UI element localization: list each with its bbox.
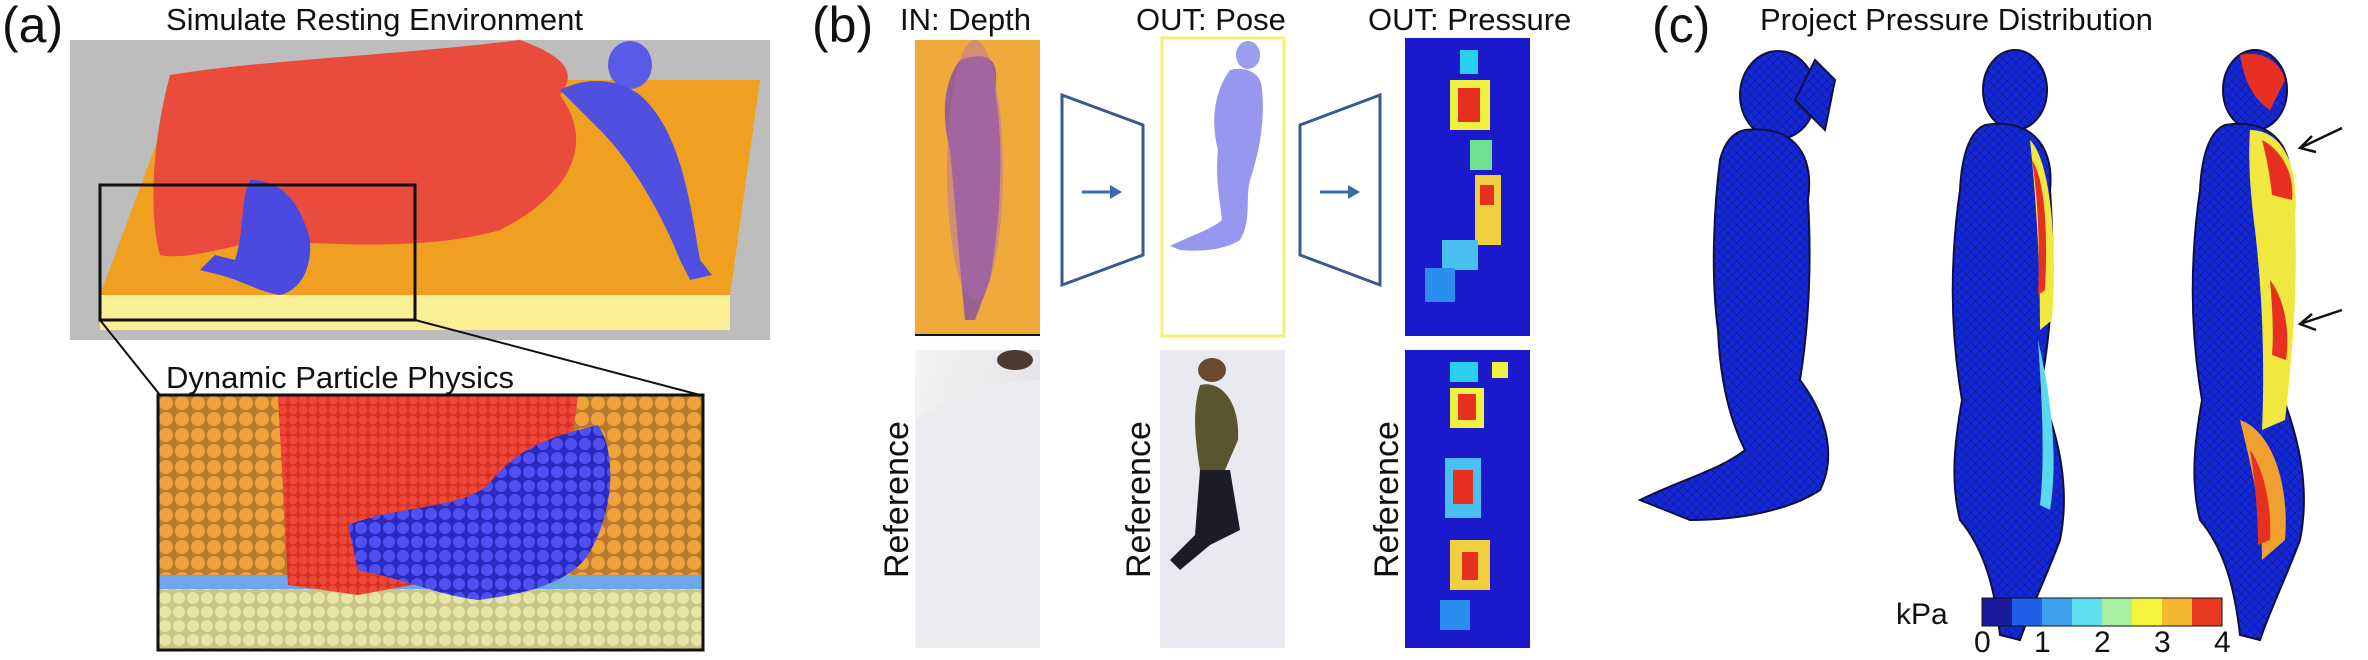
- col-depth-label: IN: Depth: [900, 2, 1031, 37]
- inset-title: Dynamic Particle Physics: [166, 360, 514, 395]
- colorbar-tick-label: 2: [2094, 626, 2111, 659]
- encoder-trapezoid-1: [1060, 92, 1145, 288]
- pressure-hotspots-2: [1440, 362, 1508, 630]
- body-head: [608, 41, 652, 89]
- panel-a-title: Simulate Resting Environment: [166, 2, 583, 37]
- panel-c-title: Project Pressure Distribution: [1760, 2, 2153, 37]
- mesh-body-3: [2191, 49, 2305, 642]
- colorbar-segment: [1982, 598, 2013, 626]
- panel-c-label: (c): [1652, 0, 1711, 53]
- colorbar-segment: [2012, 598, 2043, 626]
- blue-particles: [348, 425, 611, 600]
- pose-body: [1170, 68, 1263, 251]
- col-pressure-label: OUT: Pressure: [1368, 2, 1572, 37]
- pose-head: [1236, 41, 1260, 69]
- panel-b-label: (b): [812, 0, 874, 53]
- colorbar-tick-label: 4: [2214, 626, 2231, 659]
- pressure-colorbar: [1981, 597, 2223, 627]
- colorbar-segment: [2042, 598, 2073, 626]
- body-arm-right: [560, 80, 712, 280]
- colorbar-tick-label: 0: [1974, 626, 1991, 659]
- panel-a-label: (a): [2, 0, 64, 53]
- colorbar-segment: [2132, 598, 2163, 626]
- annotation-arrows: [2297, 126, 2343, 332]
- encoder-trapezoid-2: [1298, 92, 1382, 288]
- simulation-scene: [70, 40, 770, 340]
- colorbar-segment: [2192, 598, 2223, 626]
- colorbar-unit: kPa: [1896, 598, 1948, 631]
- colorbar-segment: [2072, 598, 2103, 626]
- colorbar-ticks: 0 1 2 3 4: [1970, 626, 2250, 660]
- pipeline-figure: [915, 36, 1530, 648]
- colorbar-segment: [2102, 598, 2133, 626]
- colorbar-tick-label: 1: [2034, 626, 2051, 659]
- zoom-connectors: [98, 183, 701, 396]
- pressure-hotspots-1: [1425, 50, 1501, 302]
- mesh-body-2: [1951, 49, 2065, 642]
- colorbar-segment: [2162, 598, 2193, 626]
- mesh-body-1: [1637, 50, 1837, 522]
- colorbar-tick-label: 3: [2154, 626, 2171, 659]
- zoom-box-source: [98, 183, 417, 322]
- col-pose-label: OUT: Pose: [1136, 2, 1286, 37]
- particle-inset: [156, 393, 705, 652]
- body-legs: [200, 180, 311, 295]
